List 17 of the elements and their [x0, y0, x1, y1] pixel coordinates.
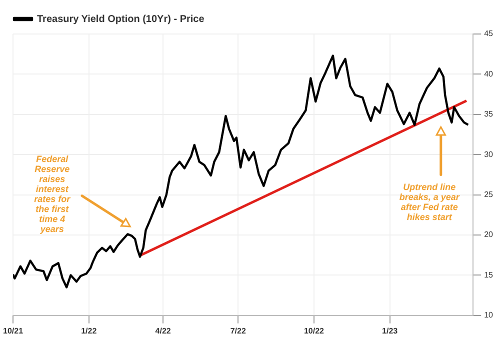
x-tick-label: 10/22 — [304, 326, 325, 336]
y-tick-label: 10 — [484, 310, 494, 320]
y-tick-label: 45 — [484, 29, 494, 38]
annotation: Federal Reserve raises interest rates for the first time 4 years — [34, 154, 71, 234]
annotation: Uptrend line breaks, a year after Fed rate hikes start — [399, 182, 460, 222]
y-tick-label: 35 — [484, 110, 494, 119]
y-tick-label: 20 — [484, 230, 494, 240]
legend-label: Treasury Yield Option (10Yr) - Price — [37, 14, 205, 25]
x-tick-label: 4/22 — [155, 326, 172, 336]
y-tick-label: 30 — [484, 150, 494, 159]
x-tick-label: 7/22 — [230, 326, 246, 336]
y-tick-label: 40 — [484, 69, 494, 78]
x-tick-label: 1/23 — [382, 326, 398, 336]
y-tick-label: 15 — [484, 270, 494, 280]
x-tick-label: 1/22 — [81, 326, 98, 336]
y-tick-label: 25 — [484, 190, 494, 200]
x-tick-label: 10/21 — [2, 326, 24, 336]
